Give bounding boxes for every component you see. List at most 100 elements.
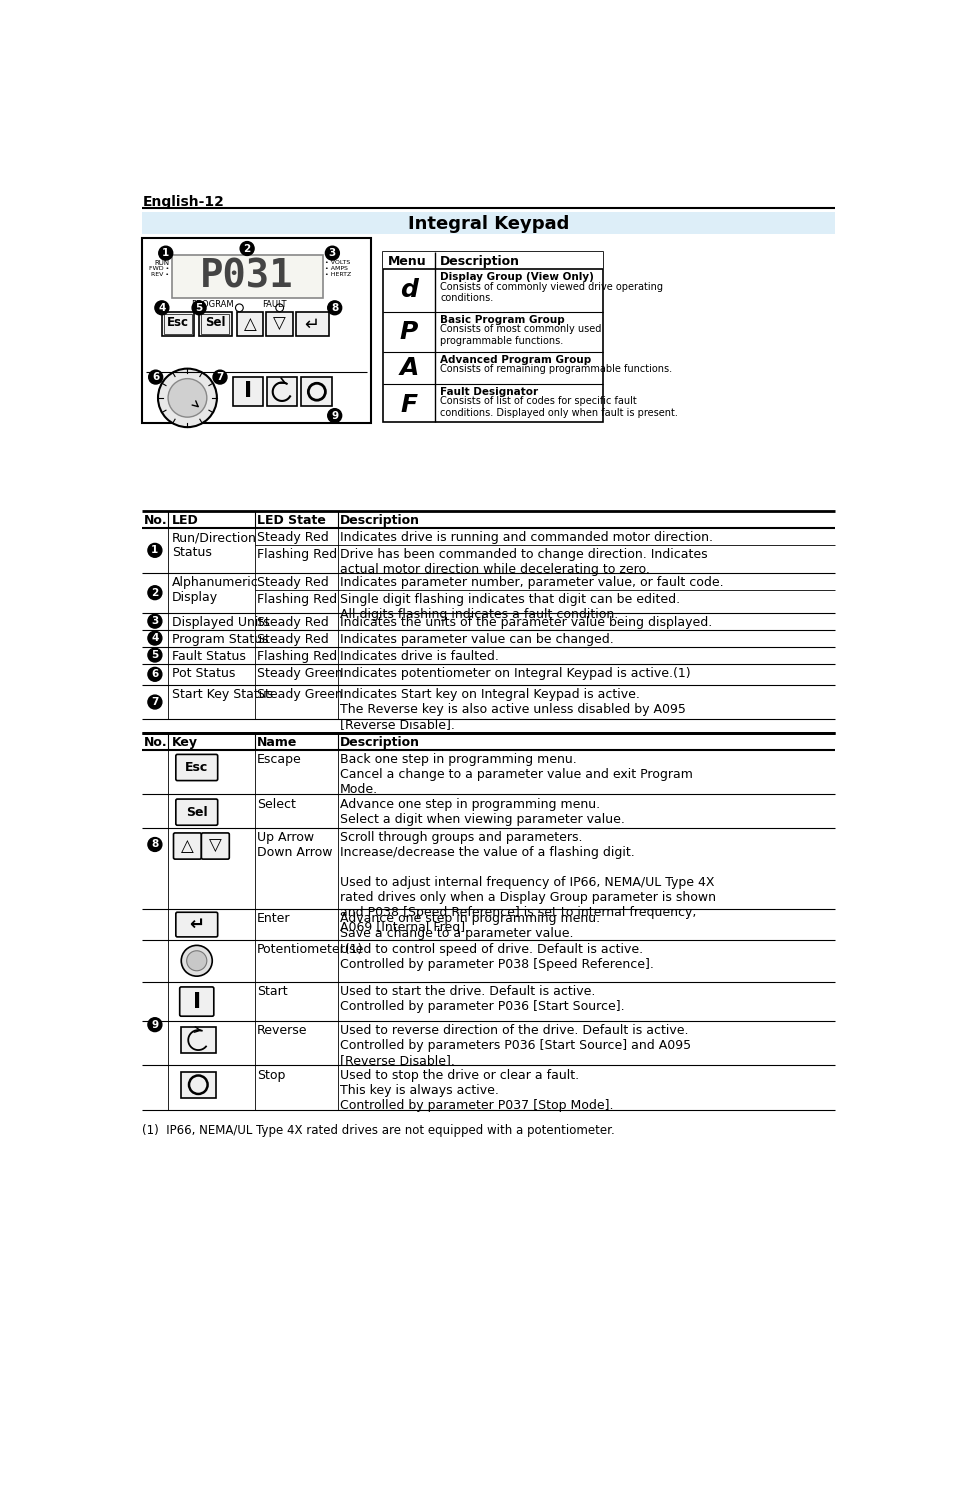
Text: Up Arrow
Down Arrow: Up Arrow Down Arrow xyxy=(257,831,333,859)
Text: Steady Red: Steady Red xyxy=(257,531,329,544)
Text: Used to start the drive. Default is active.
Controlled by parameter P036 [Start : Used to start the drive. Default is acti… xyxy=(340,986,624,1014)
Text: Steady Green: Steady Green xyxy=(257,688,342,702)
Bar xyxy=(181,1072,216,1097)
Text: Consists of commonly viewed drive operating
conditions.: Consists of commonly viewed drive operat… xyxy=(439,281,662,303)
FancyBboxPatch shape xyxy=(179,987,213,1016)
Text: Consists of remaining programmable functions.: Consists of remaining programmable funct… xyxy=(439,364,672,375)
Text: Back one step in programming menu.
Cancel a change to a parameter value and exit: Back one step in programming menu. Cance… xyxy=(340,752,692,796)
Text: P: P xyxy=(399,320,417,343)
Text: FWD •: FWD • xyxy=(149,266,170,271)
Text: Advance one step in programming menu.
Save a change to a parameter value.: Advance one step in programming menu. Sa… xyxy=(340,912,599,940)
Text: Indicates drive is running and commanded motor direction.: Indicates drive is running and commanded… xyxy=(340,531,713,544)
Circle shape xyxy=(148,543,162,558)
Text: Sel: Sel xyxy=(205,317,225,329)
Text: 1: 1 xyxy=(162,248,170,259)
Text: Potentiometer(1): Potentiometer(1) xyxy=(257,943,363,956)
Text: Used to control speed of drive. Default is active.
Controlled by parameter P038 : Used to control speed of drive. Default … xyxy=(340,943,654,971)
Text: Start: Start xyxy=(257,986,288,998)
Text: Displayed Units: Displayed Units xyxy=(172,616,270,629)
Text: 5: 5 xyxy=(152,650,158,660)
Text: 3: 3 xyxy=(152,616,158,626)
Text: 2: 2 xyxy=(243,244,251,253)
Text: Program Status: Program Status xyxy=(172,633,269,645)
Text: Steady Green: Steady Green xyxy=(257,666,342,680)
Text: Start Key Status: Start Key Status xyxy=(172,688,273,702)
Text: Indicates Start key on Integral Keypad is active.
The Reverse key is also active: Indicates Start key on Integral Keypad i… xyxy=(340,688,685,732)
Text: No.: No. xyxy=(144,515,168,528)
Text: REV •: REV • xyxy=(152,272,170,277)
Text: Indicates potentiometer on Integral Keypad is active.(1): Indicates potentiometer on Integral Keyp… xyxy=(340,666,690,680)
Text: Alphanumeric
Display: Alphanumeric Display xyxy=(172,575,258,604)
Circle shape xyxy=(148,630,162,645)
Text: English-12: English-12 xyxy=(142,195,224,210)
Text: ↵: ↵ xyxy=(304,317,319,335)
Circle shape xyxy=(181,946,212,975)
Text: Display Group (View Only): Display Group (View Only) xyxy=(439,272,594,283)
Bar xyxy=(233,378,262,406)
Text: Flashing Red: Flashing Red xyxy=(257,593,337,605)
Bar xyxy=(199,312,232,336)
Text: ▽: ▽ xyxy=(209,837,221,855)
Text: 4: 4 xyxy=(152,633,158,644)
Text: Flashing Red: Flashing Red xyxy=(257,650,337,663)
Circle shape xyxy=(235,303,243,312)
Text: Indicates parameter value can be changed.: Indicates parameter value can be changed… xyxy=(340,633,613,645)
Text: Run/Direction
Status: Run/Direction Status xyxy=(172,531,256,559)
Bar xyxy=(201,314,229,335)
Circle shape xyxy=(148,694,162,709)
Text: Steady Red: Steady Red xyxy=(257,575,329,589)
Circle shape xyxy=(240,241,253,256)
FancyBboxPatch shape xyxy=(201,833,229,859)
Text: ▽: ▽ xyxy=(273,315,286,333)
Text: Basic Program Group: Basic Program Group xyxy=(439,315,564,324)
Text: F: F xyxy=(400,393,417,416)
Text: 9: 9 xyxy=(152,1020,158,1029)
Circle shape xyxy=(275,303,283,312)
Bar xyxy=(181,1028,216,1053)
Text: A: A xyxy=(399,355,418,379)
Circle shape xyxy=(187,950,207,971)
Text: (1)  IP66, NEMA/UL Type 4X rated drives are not equipped with a potentiometer.: (1) IP66, NEMA/UL Type 4X rated drives a… xyxy=(142,1124,615,1138)
Text: Consists of most commonly used
programmable functions.: Consists of most commonly used programma… xyxy=(439,324,600,345)
Circle shape xyxy=(148,614,162,628)
Text: Integral Keypad: Integral Keypad xyxy=(408,214,569,232)
Text: P031: P031 xyxy=(200,257,294,296)
Text: Name: Name xyxy=(257,736,297,749)
Text: 9: 9 xyxy=(331,410,338,421)
Bar xyxy=(142,213,835,233)
Text: PROGRAM: PROGRAM xyxy=(191,300,233,309)
Text: 7: 7 xyxy=(216,372,223,382)
Text: 8: 8 xyxy=(152,840,158,849)
Text: Steady Red: Steady Red xyxy=(257,633,329,645)
Text: Drive has been commanded to change direction. Indicates
actual motor direction w: Drive has been commanded to change direc… xyxy=(340,549,707,575)
Text: Consists of list of codes for specific fault
conditions. Displayed only when fau: Consists of list of codes for specific f… xyxy=(439,397,678,418)
Bar xyxy=(301,378,332,406)
FancyBboxPatch shape xyxy=(173,833,201,859)
Text: 6: 6 xyxy=(152,372,159,382)
Text: Description: Description xyxy=(439,256,519,269)
Bar xyxy=(295,312,328,336)
Circle shape xyxy=(149,370,162,384)
Text: I: I xyxy=(244,381,252,401)
Circle shape xyxy=(168,379,207,418)
Text: 1: 1 xyxy=(152,546,158,555)
Text: Select: Select xyxy=(257,797,295,810)
Text: Advance one step in programming menu.
Select a digit when viewing parameter valu: Advance one step in programming menu. Se… xyxy=(340,797,624,825)
Bar xyxy=(164,314,192,335)
Text: Fault Status: Fault Status xyxy=(172,650,246,663)
Text: Scroll through groups and parameters.
Increase/decrease the value of a flashing : Scroll through groups and parameters. In… xyxy=(340,831,716,934)
Text: 7: 7 xyxy=(152,697,158,706)
Text: LED: LED xyxy=(172,515,198,528)
Text: Sel: Sel xyxy=(186,806,208,819)
Circle shape xyxy=(158,247,172,260)
Circle shape xyxy=(148,586,162,599)
Circle shape xyxy=(158,369,216,427)
FancyBboxPatch shape xyxy=(175,754,217,781)
Text: Pot Status: Pot Status xyxy=(172,666,235,680)
Text: FAULT: FAULT xyxy=(262,300,286,309)
Text: • VOLTS: • VOLTS xyxy=(325,260,351,265)
Bar xyxy=(142,238,371,424)
Text: Advanced Program Group: Advanced Program Group xyxy=(439,355,591,364)
Text: • HERTZ: • HERTZ xyxy=(325,272,352,277)
Text: Single digit flashing indicates that digit can be edited.
All digits flashing in: Single digit flashing indicates that dig… xyxy=(340,593,679,620)
